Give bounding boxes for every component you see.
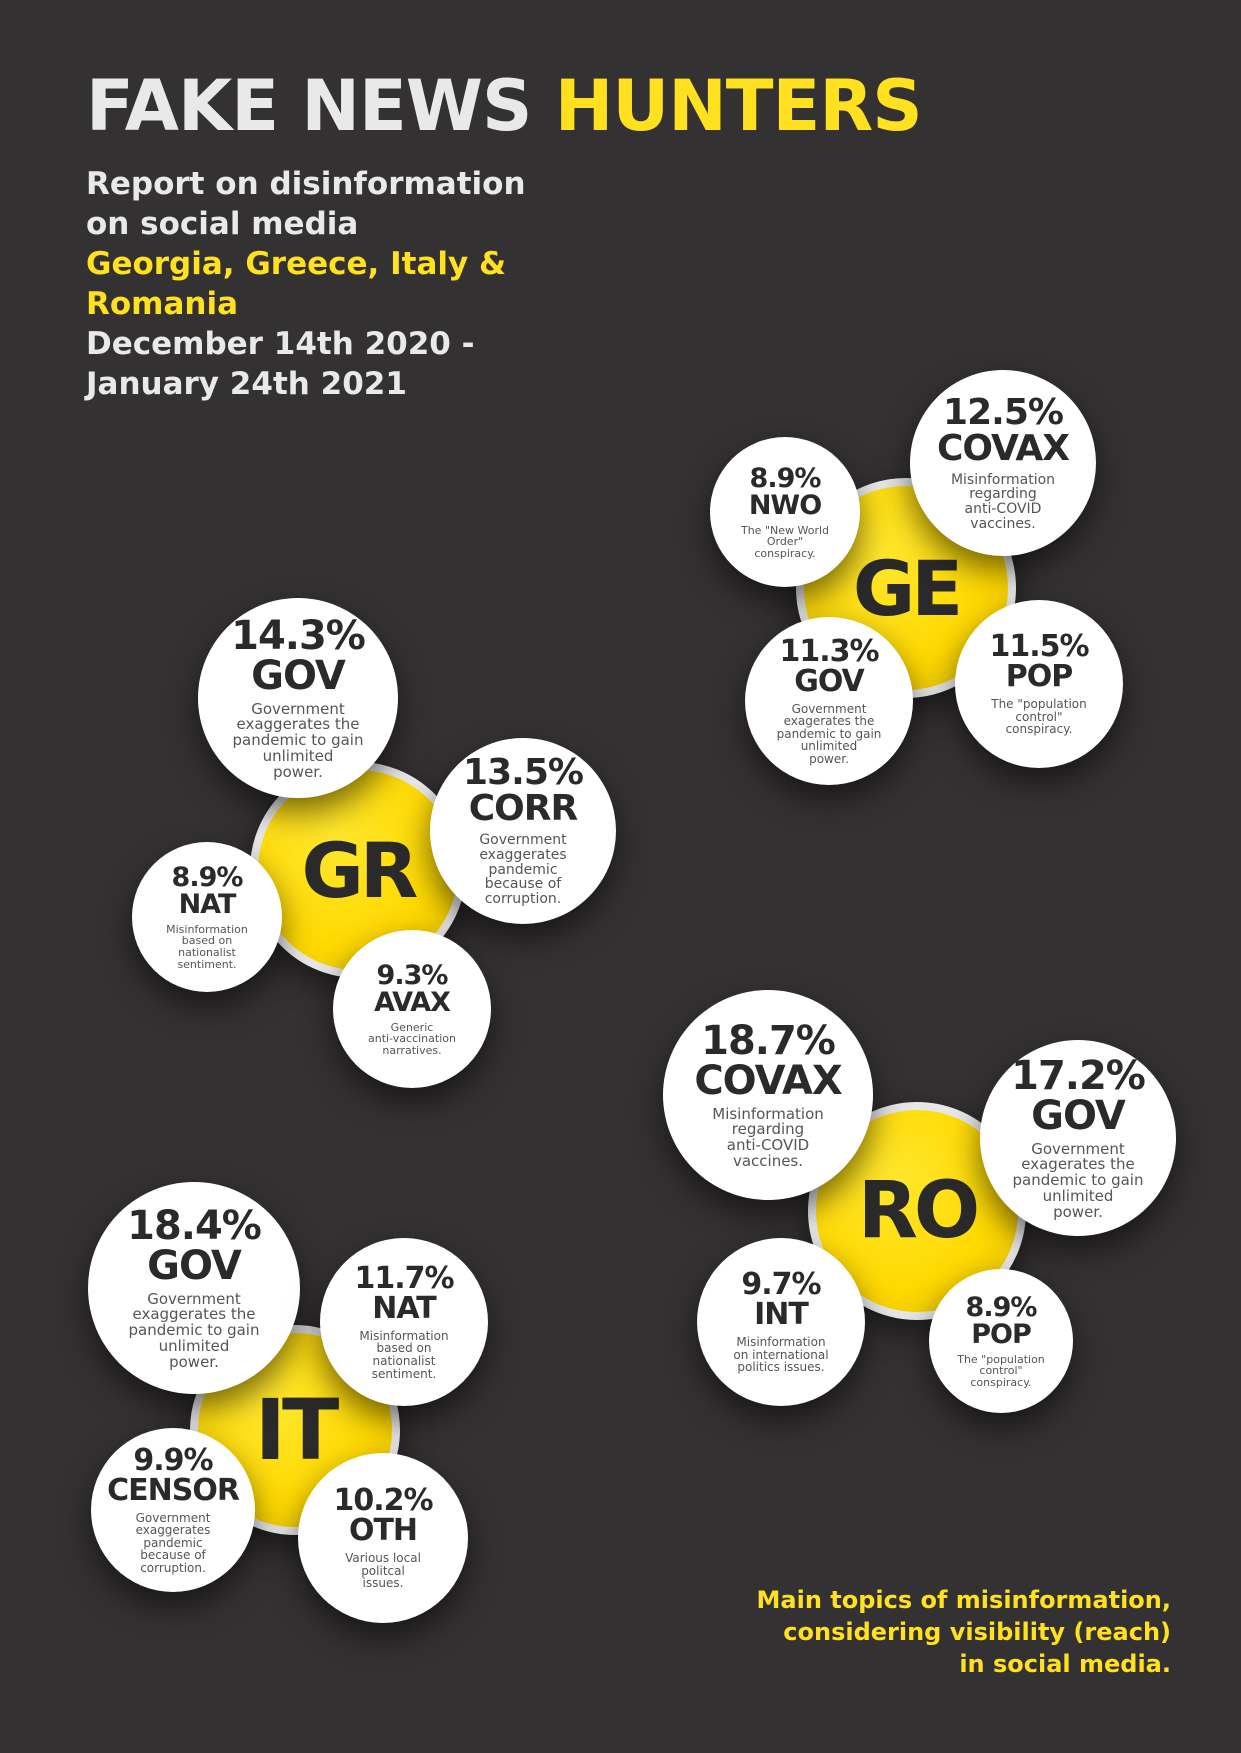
topic-code: INT: [754, 1297, 809, 1333]
topic-code: CENSOR: [107, 1472, 240, 1508]
topic-code: GOV: [147, 1242, 242, 1289]
topic-code: GOV: [251, 652, 346, 699]
topic-percent: 11.7%: [354, 1260, 454, 1296]
country-label-ro: RO: [857, 1166, 980, 1256]
caption-line-2: considering visibility (reach): [783, 1618, 1171, 1646]
topic-description: Government exaggerates pandemic because …: [135, 1510, 211, 1575]
topic-code: NWO: [748, 489, 822, 521]
subtitle-line-1: Report on disinformation: [86, 166, 526, 202]
topic-bubble-it-nat: 11.7% NAT Misinformation based on nation…: [320, 1238, 488, 1406]
topic-description: Various local politcal issues.: [345, 1551, 421, 1591]
topic-percent: 8.9%: [965, 1291, 1038, 1323]
report-subtitle: Report on disinformation on social media…: [86, 164, 526, 404]
topic-description: Government exagerates the pandemic to ga…: [776, 701, 882, 766]
topic-description: Misinformation based on nationalist sent…: [166, 922, 248, 971]
topic-description: Government exaggerates pandemic because …: [479, 832, 567, 908]
topic-bubble-gr-gov: 14.3% GOV Government exaggerates the pan…: [198, 598, 398, 798]
topic-bubble-it-gov: 18.4% GOV Government exaggerates the pan…: [88, 1182, 300, 1394]
caption-line-3: in social media.: [959, 1650, 1171, 1678]
topic-code: POP: [1005, 659, 1073, 695]
topic-percent: 9.9%: [133, 1442, 213, 1478]
topic-code: OTH: [348, 1513, 418, 1549]
topic-bubble-it-oth: 10.2% OTH Various local politcal issues.: [298, 1453, 468, 1623]
topic-description: Generic anti-vaccination narratives.: [368, 1020, 456, 1057]
topic-percent: 11.3%: [779, 633, 879, 669]
dates-line-2: January 24th 2021: [86, 366, 407, 402]
topic-percent: 10.2%: [333, 1483, 433, 1519]
title-yellow: HUNTERS: [554, 65, 923, 147]
topic-description: The "New World Order" conspiracy.: [740, 523, 830, 560]
topic-percent: 9.3%: [376, 959, 449, 991]
topic-description: Government exaggerates the pandemic to g…: [232, 699, 364, 781]
countries-line-2: Romania: [86, 286, 239, 322]
topic-code: CORR: [468, 788, 578, 830]
topic-description: The "population control" conspiracy.: [957, 1352, 1045, 1389]
topic-bubble-gr-nat: 8.9% NAT Misinformation based on nationa…: [132, 842, 282, 992]
topic-bubble-it-censor: 9.9% CENSOR Government exaggerates pande…: [91, 1428, 255, 1592]
topic-bubble-gr-corr: 13.5% CORR Government exaggerates pandem…: [430, 738, 616, 924]
topic-percent: 18.7%: [701, 1017, 836, 1064]
title-white: FAKE NEWS: [86, 65, 532, 147]
topic-description: The "population control" conspiracy.: [991, 697, 1087, 737]
topic-bubble-ro-gov: 17.2% GOV Government exagerates the pand…: [980, 1040, 1176, 1236]
topic-bubble-ge-gov: 11.3% GOV Government exagerates the pand…: [745, 617, 913, 785]
topic-bubble-gr-avax: 9.3% AVAX Generic anti-vaccination narra…: [333, 930, 491, 1088]
topic-percent: 17.2%: [1011, 1052, 1146, 1099]
caption-line-1: Main topics of misinformation,: [756, 1586, 1171, 1614]
topic-description: Government exagerates the pandemic to ga…: [1012, 1139, 1144, 1221]
topic-percent: 13.5%: [463, 752, 584, 794]
topic-code: AVAX: [374, 986, 451, 1018]
topic-code: COVAX: [694, 1057, 842, 1104]
topic-percent: 12.5%: [943, 391, 1064, 433]
country-label-ge: GE: [852, 543, 963, 633]
topic-description: Misinformation based on nationalist sent…: [359, 1328, 449, 1381]
topic-percent: 8.9%: [171, 861, 244, 893]
topic-percent: 8.9%: [749, 462, 822, 494]
topic-code: COVAX: [936, 427, 1070, 469]
topic-description: Misinformation regarding anti-COVID vacc…: [712, 1104, 824, 1170]
caption: Main topics of misinformation, consideri…: [757, 1584, 1171, 1680]
subtitle-line-2: on social media: [86, 206, 359, 242]
topic-description: Misinformation on international politics…: [733, 1335, 829, 1375]
dates-line-1: December 14th 2020 -: [86, 326, 475, 362]
country-label-it: IT: [254, 1381, 340, 1479]
topic-percent: 14.3%: [231, 612, 366, 659]
topic-description: Misinformation regarding anti-COVID vacc…: [950, 471, 1056, 532]
topic-bubble-ro-pop: 8.9% POP The "population control" conspi…: [929, 1269, 1073, 1413]
topic-bubble-ge-covax: 12.5% COVAX Misinformation regarding ant…: [910, 370, 1096, 556]
topic-code: NAT: [178, 888, 237, 920]
topic-code: GOV: [1031, 1092, 1126, 1139]
topic-code: NAT: [372, 1290, 436, 1326]
topic-code: GOV: [794, 663, 865, 699]
topic-bubble-ge-nwo: 8.9% NWO The "New World Order" conspirac…: [710, 437, 860, 587]
topic-description: Government exaggerates the pandemic to g…: [128, 1289, 260, 1371]
topic-bubble-ro-covax: 18.7% COVAX Misinformation regarding ant…: [663, 990, 873, 1200]
topic-bubble-ge-pop: 11.5% POP The "population control" consp…: [955, 600, 1123, 768]
countries-line-1: Georgia, Greece, Italy &: [86, 246, 507, 282]
country-label-gr: GR: [301, 825, 419, 915]
topic-percent: 9.7%: [741, 1267, 821, 1303]
page-title: FAKE NEWS HUNTERS: [86, 64, 923, 148]
topic-bubble-ro-int: 9.7% INT Misinformation on international…: [697, 1238, 865, 1406]
topic-percent: 18.4%: [127, 1202, 262, 1249]
topic-code: POP: [971, 1318, 1032, 1350]
topic-percent: 11.5%: [989, 629, 1089, 665]
